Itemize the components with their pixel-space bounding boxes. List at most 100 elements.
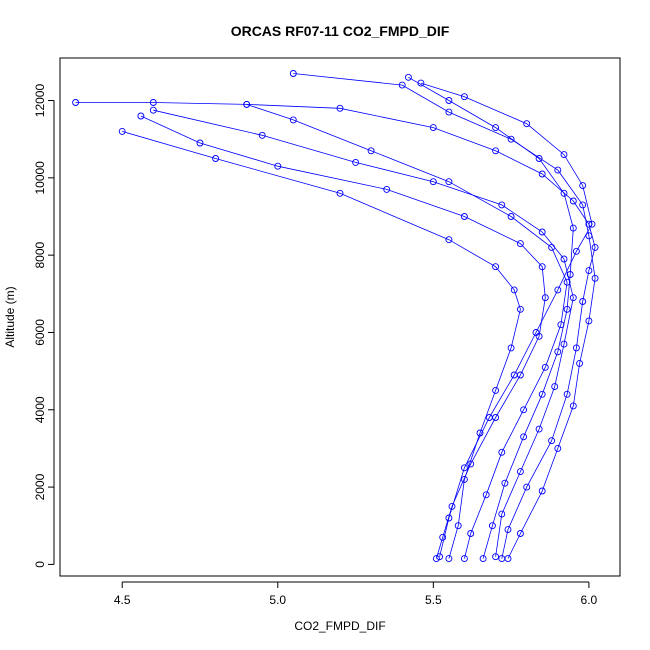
data-point — [591, 243, 599, 251]
x-tick-label: 4.5 — [114, 593, 131, 607]
data-point — [460, 555, 468, 563]
data-point — [149, 99, 157, 106]
data-point — [243, 100, 251, 108]
data-point — [448, 502, 456, 510]
profile-series — [289, 70, 599, 563]
data-point — [460, 213, 468, 220]
data-point — [445, 514, 453, 522]
data-point — [479, 555, 487, 563]
y-tick-label: 10000 — [33, 161, 47, 195]
data-point — [289, 116, 297, 124]
data-point — [566, 271, 574, 278]
data-point — [563, 305, 571, 313]
data-point — [488, 522, 496, 530]
profile-series — [404, 73, 577, 563]
data-point — [417, 79, 425, 87]
data-point — [498, 448, 506, 456]
data-point — [520, 433, 528, 441]
y-axis-label: Altitude (m) — [3, 286, 17, 347]
data-point — [554, 166, 562, 174]
data-point — [569, 224, 577, 232]
data-point — [551, 383, 559, 391]
data-point — [436, 553, 444, 561]
data-point — [507, 213, 515, 220]
data-point — [516, 530, 524, 537]
data-point — [274, 162, 282, 170]
data-point — [510, 371, 518, 379]
data-point — [520, 406, 528, 414]
data-point — [445, 236, 453, 244]
data-point — [591, 274, 599, 282]
data-point — [576, 359, 584, 367]
data-point — [569, 197, 577, 205]
x-tick-label: 5.0 — [269, 593, 286, 607]
data-point — [498, 510, 506, 518]
data-point — [560, 151, 568, 159]
data-point — [541, 363, 549, 371]
data-point — [538, 390, 546, 398]
data-point — [467, 530, 475, 537]
y-tick-label: 12000 — [33, 84, 47, 118]
data-point — [541, 294, 549, 302]
data-point — [507, 135, 515, 143]
data-point — [501, 479, 509, 487]
data-point — [383, 185, 391, 193]
x-axis: 4.5 5.0 5.5 6.0 — [114, 581, 598, 607]
y-tick-label: 6000 — [33, 319, 47, 346]
data-point — [196, 139, 204, 147]
data-point — [516, 240, 524, 248]
data-point — [149, 106, 157, 114]
data-point — [445, 97, 453, 104]
data-point — [535, 425, 543, 433]
data-point — [492, 147, 500, 155]
data-point — [429, 178, 437, 186]
data-point — [557, 321, 565, 329]
data-point — [367, 147, 375, 155]
y-tick-label: 4000 — [33, 396, 47, 423]
data-point — [72, 99, 80, 106]
data-point — [137, 112, 145, 120]
data-point — [548, 243, 556, 251]
profile-series — [149, 106, 577, 561]
data-point — [404, 73, 412, 81]
data-point — [445, 178, 453, 186]
data-point — [352, 158, 360, 166]
data-point — [538, 487, 546, 495]
series-line — [75, 102, 596, 559]
data-point — [579, 182, 587, 190]
series-line — [293, 73, 596, 559]
data-point — [460, 93, 468, 101]
data-point — [498, 201, 506, 209]
plot-frame — [59, 57, 621, 577]
data-point — [532, 329, 540, 336]
data-point — [563, 278, 571, 286]
data-point — [560, 255, 568, 263]
x-tick-label: 5.5 — [425, 593, 442, 607]
series-line — [122, 131, 521, 559]
data-point — [398, 81, 406, 89]
x-axis-label: CO2_FMPD_DIF — [294, 619, 385, 633]
data-point — [118, 127, 126, 135]
data-point — [258, 131, 266, 139]
data-point — [538, 170, 546, 178]
data-point — [563, 390, 571, 398]
data-point — [516, 305, 524, 313]
data-point — [560, 340, 568, 348]
data-point — [454, 522, 462, 530]
data-point — [554, 348, 562, 356]
profile-series — [417, 79, 596, 561]
data-point — [554, 286, 562, 294]
y-tick-label: 2000 — [33, 473, 47, 500]
data-point — [460, 475, 468, 483]
series-layer — [72, 70, 599, 563]
data-point — [492, 386, 500, 394]
y-tick-label: 0 — [33, 561, 47, 568]
data-point — [569, 294, 577, 302]
chart-title: ORCAS RF07-11 CO2_FMPD_DIF — [231, 23, 450, 39]
data-point — [504, 526, 512, 534]
data-point — [507, 344, 515, 352]
data-point — [492, 124, 500, 132]
data-point — [492, 263, 500, 271]
data-point — [523, 483, 531, 491]
